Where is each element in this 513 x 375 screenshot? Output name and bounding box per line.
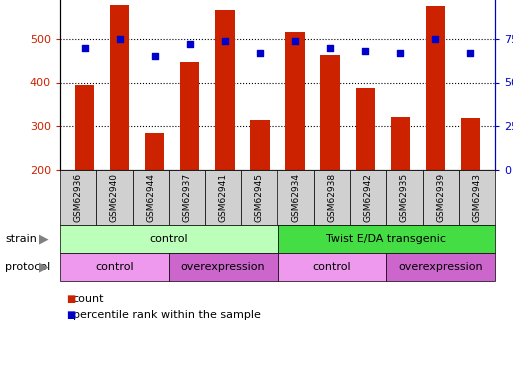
Text: overexpression: overexpression — [398, 262, 483, 272]
Point — [115, 36, 124, 42]
Point — [431, 36, 440, 42]
Text: GSM62941: GSM62941 — [219, 173, 228, 222]
Bar — [75, 85, 94, 170]
Text: GSM62942: GSM62942 — [364, 173, 372, 222]
Bar — [250, 120, 270, 170]
Text: strain: strain — [5, 234, 37, 244]
Bar — [145, 133, 164, 170]
Text: control: control — [312, 262, 351, 272]
Text: GSM62938: GSM62938 — [327, 173, 337, 222]
Text: percentile rank within the sample: percentile rank within the sample — [73, 310, 261, 320]
Text: GSM62934: GSM62934 — [291, 173, 300, 222]
Text: GSM62940: GSM62940 — [110, 173, 119, 222]
Text: GSM62943: GSM62943 — [472, 173, 481, 222]
Point — [396, 50, 404, 56]
Text: ▶: ▶ — [38, 261, 48, 273]
Point — [256, 50, 264, 56]
Text: GSM62945: GSM62945 — [255, 173, 264, 222]
Point — [291, 38, 299, 44]
Text: GSM62944: GSM62944 — [146, 173, 155, 222]
Bar — [426, 6, 445, 170]
Text: protocol: protocol — [5, 262, 50, 272]
Text: ■: ■ — [66, 294, 75, 304]
Text: GSM62939: GSM62939 — [436, 173, 445, 222]
Text: control: control — [149, 234, 188, 244]
Point — [186, 41, 194, 47]
Text: GSM62936: GSM62936 — [74, 173, 83, 222]
Bar — [461, 117, 480, 170]
Text: GSM62937: GSM62937 — [183, 173, 191, 222]
Bar — [180, 62, 200, 170]
Bar — [215, 10, 234, 170]
Point — [81, 45, 89, 51]
Text: overexpression: overexpression — [181, 262, 265, 272]
Text: GSM62935: GSM62935 — [400, 173, 409, 222]
Point — [361, 48, 369, 54]
Point — [151, 53, 159, 59]
Bar — [285, 32, 305, 170]
Point — [221, 38, 229, 44]
Text: ▶: ▶ — [38, 232, 48, 246]
Point — [326, 45, 334, 51]
Bar — [321, 54, 340, 170]
Point — [466, 50, 475, 56]
Text: control: control — [95, 262, 134, 272]
Text: Twist E/DA transgenic: Twist E/DA transgenic — [326, 234, 446, 244]
Text: ■: ■ — [66, 310, 75, 320]
Bar — [356, 88, 375, 170]
Bar — [110, 4, 129, 170]
Text: count: count — [73, 294, 104, 304]
Bar — [390, 117, 410, 170]
